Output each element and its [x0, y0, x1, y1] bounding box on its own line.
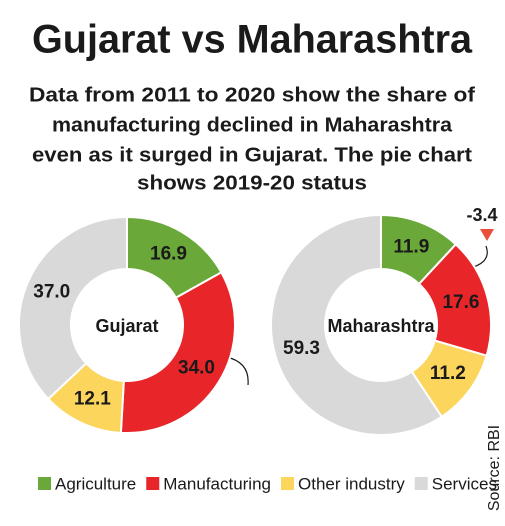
source: Source: RBI — [486, 425, 503, 511]
legend-label: Manufacturing — [163, 474, 271, 493]
value-label: 59.3 — [283, 338, 320, 359]
value-label: 11.2 — [430, 363, 466, 384]
legend-swatch — [146, 477, 160, 490]
subtitle-line: Data from 2011 to 2020 show the share of — [29, 84, 475, 106]
subtitle-line: even as it surged in Gujarat. The pie ch… — [32, 144, 472, 166]
subtitle-line: shows 2019-20 status — [137, 172, 367, 194]
slice — [270, 213, 444, 436]
subtitle-line: manufacturing declined in Maharashtra — [52, 114, 453, 136]
value-label: 34.0 — [178, 358, 215, 379]
annotation: -3.4 — [466, 205, 497, 225]
legend-label: Agriculture — [55, 474, 136, 493]
value-label: 17.6 — [442, 292, 479, 313]
legend-label: Services — [432, 474, 497, 493]
value-label: 11.9 — [393, 237, 429, 258]
value-label: 37.0 — [33, 281, 70, 302]
center-label: Gujarat — [95, 316, 158, 336]
title: Gujarat vs Maharashtra — [32, 18, 473, 62]
slice — [18, 215, 128, 401]
legend-swatch — [414, 477, 428, 490]
center-label: Maharashtra — [327, 316, 435, 336]
down-arrow — [480, 229, 494, 241]
value-label: 16.9 — [150, 243, 187, 264]
slice — [119, 271, 236, 434]
legend-swatch — [38, 477, 51, 490]
legend-label: Other industry — [298, 474, 405, 493]
legend-swatch — [281, 477, 294, 490]
value-label: 12.1 — [74, 388, 111, 409]
